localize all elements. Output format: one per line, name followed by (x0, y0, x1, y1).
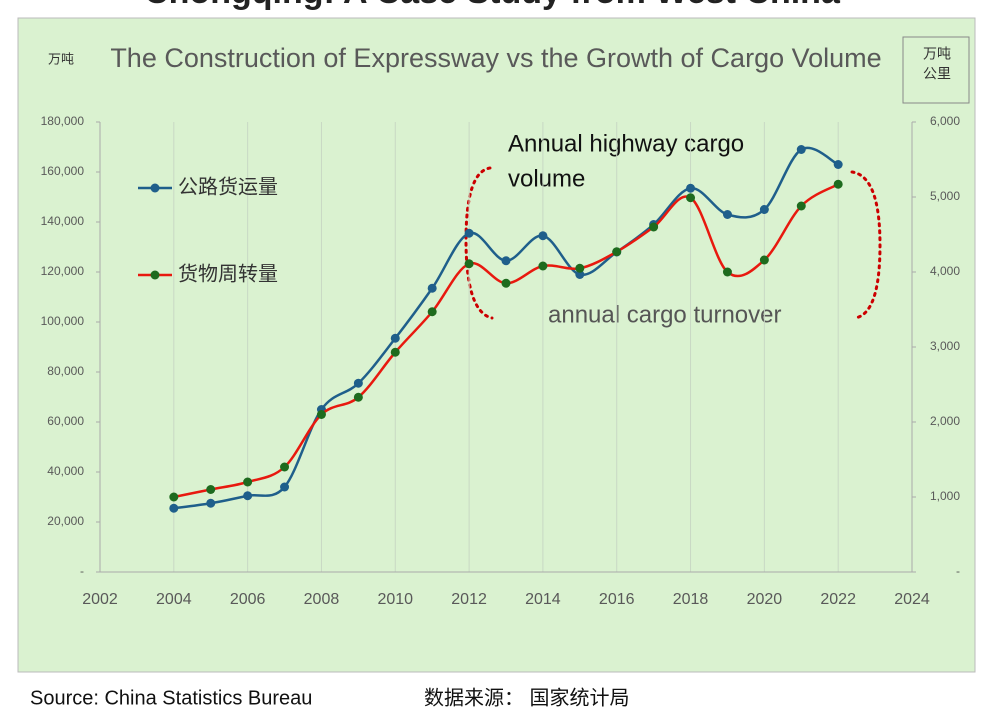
plot: 2002 2004 2006 2008 2010 2012 2014 2016 2018 2020… (41, 114, 961, 608)
point (759, 205, 769, 214)
y2-tick-label: 5,000 (930, 189, 960, 203)
point (353, 378, 363, 388)
y2-tick-label: 2,000 (930, 414, 960, 428)
y2-tick-label: 6,000 (930, 114, 960, 128)
point (686, 193, 696, 203)
y-tick-label: 140,000 (41, 214, 85, 228)
x-tick-label: 2002 (82, 591, 118, 608)
chart-panel (17, 17, 976, 673)
chart-title: The Construction of Expressway vs the Gr… (110, 43, 881, 73)
legend-marker (150, 270, 160, 280)
point (169, 492, 179, 502)
x-tick-label: 2016 (599, 591, 635, 608)
x-tick-label: 2014 (525, 591, 561, 608)
x-tick-label: 2018 (673, 591, 709, 608)
x-tick-label: 2004 (156, 591, 192, 608)
point (575, 270, 585, 279)
point (169, 503, 179, 513)
point (427, 307, 437, 317)
point (649, 222, 659, 232)
point (280, 462, 290, 472)
point (833, 160, 843, 169)
y-tick-label: - (80, 564, 84, 578)
point (316, 410, 326, 419)
point (243, 477, 253, 487)
legend-label: 公路货运量 (178, 175, 278, 198)
y-tick-label: 160,000 (41, 164, 85, 178)
legend-label: 货物周转量 (178, 262, 278, 285)
y2-tick-label: - (956, 564, 960, 578)
y2-tick-label: 1,000 (930, 489, 960, 503)
point (353, 392, 363, 402)
x-tick-label: 2020 (747, 591, 783, 608)
point (538, 261, 548, 271)
x-tick-label: 2008 (304, 591, 340, 608)
annotation: annual cargo turnover (548, 301, 781, 328)
point (686, 183, 696, 193)
bracket (464, 166, 494, 320)
point (612, 247, 622, 257)
source: Source: China Statistics Bureau (30, 687, 312, 709)
unit-box (902, 36, 970, 104)
y-tick-label: 180,000 (41, 114, 85, 128)
point (722, 267, 732, 277)
point (427, 283, 437, 293)
point (575, 263, 585, 273)
point (206, 485, 216, 494)
y2-unit: 万吨 (923, 46, 951, 62)
point (390, 347, 400, 357)
legend-marker (150, 183, 160, 193)
point (280, 482, 290, 492)
x-tick-label: 2022 (820, 591, 856, 608)
point (464, 228, 474, 238)
source-cn: 数据来源： 国家统计局 (424, 686, 630, 709)
y2-tick-label: 4,000 (930, 264, 960, 278)
point (833, 179, 843, 189)
point (464, 259, 474, 269)
point (796, 201, 806, 211)
annotation: Annual highway cargo (508, 130, 744, 157)
point (759, 255, 769, 265)
bracket (850, 170, 882, 320)
y2-unit: 公里 (923, 66, 951, 82)
x-tick-label: 2006 (230, 591, 266, 608)
y-unit: 万吨 (48, 51, 74, 66)
x-tick-label: 2012 (451, 591, 487, 608)
point (501, 278, 511, 288)
x-tick-label: 2010 (377, 591, 413, 608)
point (390, 333, 400, 343)
annotation: volume (508, 165, 585, 192)
y-tick-label: 60,000 (47, 414, 84, 428)
point (722, 210, 732, 219)
point (796, 145, 806, 154)
y-tick-label: 120,000 (41, 264, 85, 278)
point (538, 231, 548, 241)
point (243, 491, 253, 501)
x-tick-label: 2024 (894, 591, 930, 608)
point (501, 256, 511, 266)
point (206, 498, 216, 508)
y-tick-label: 40,000 (47, 464, 84, 478)
y2-tick-label: 3,000 (930, 339, 960, 353)
page-title: Chongqing: A Case Study from West China (144, 0, 841, 11)
y-tick-label: 20,000 (47, 514, 84, 528)
y-tick-label: 100,000 (41, 314, 85, 328)
y-tick-label: 80,000 (47, 364, 84, 378)
